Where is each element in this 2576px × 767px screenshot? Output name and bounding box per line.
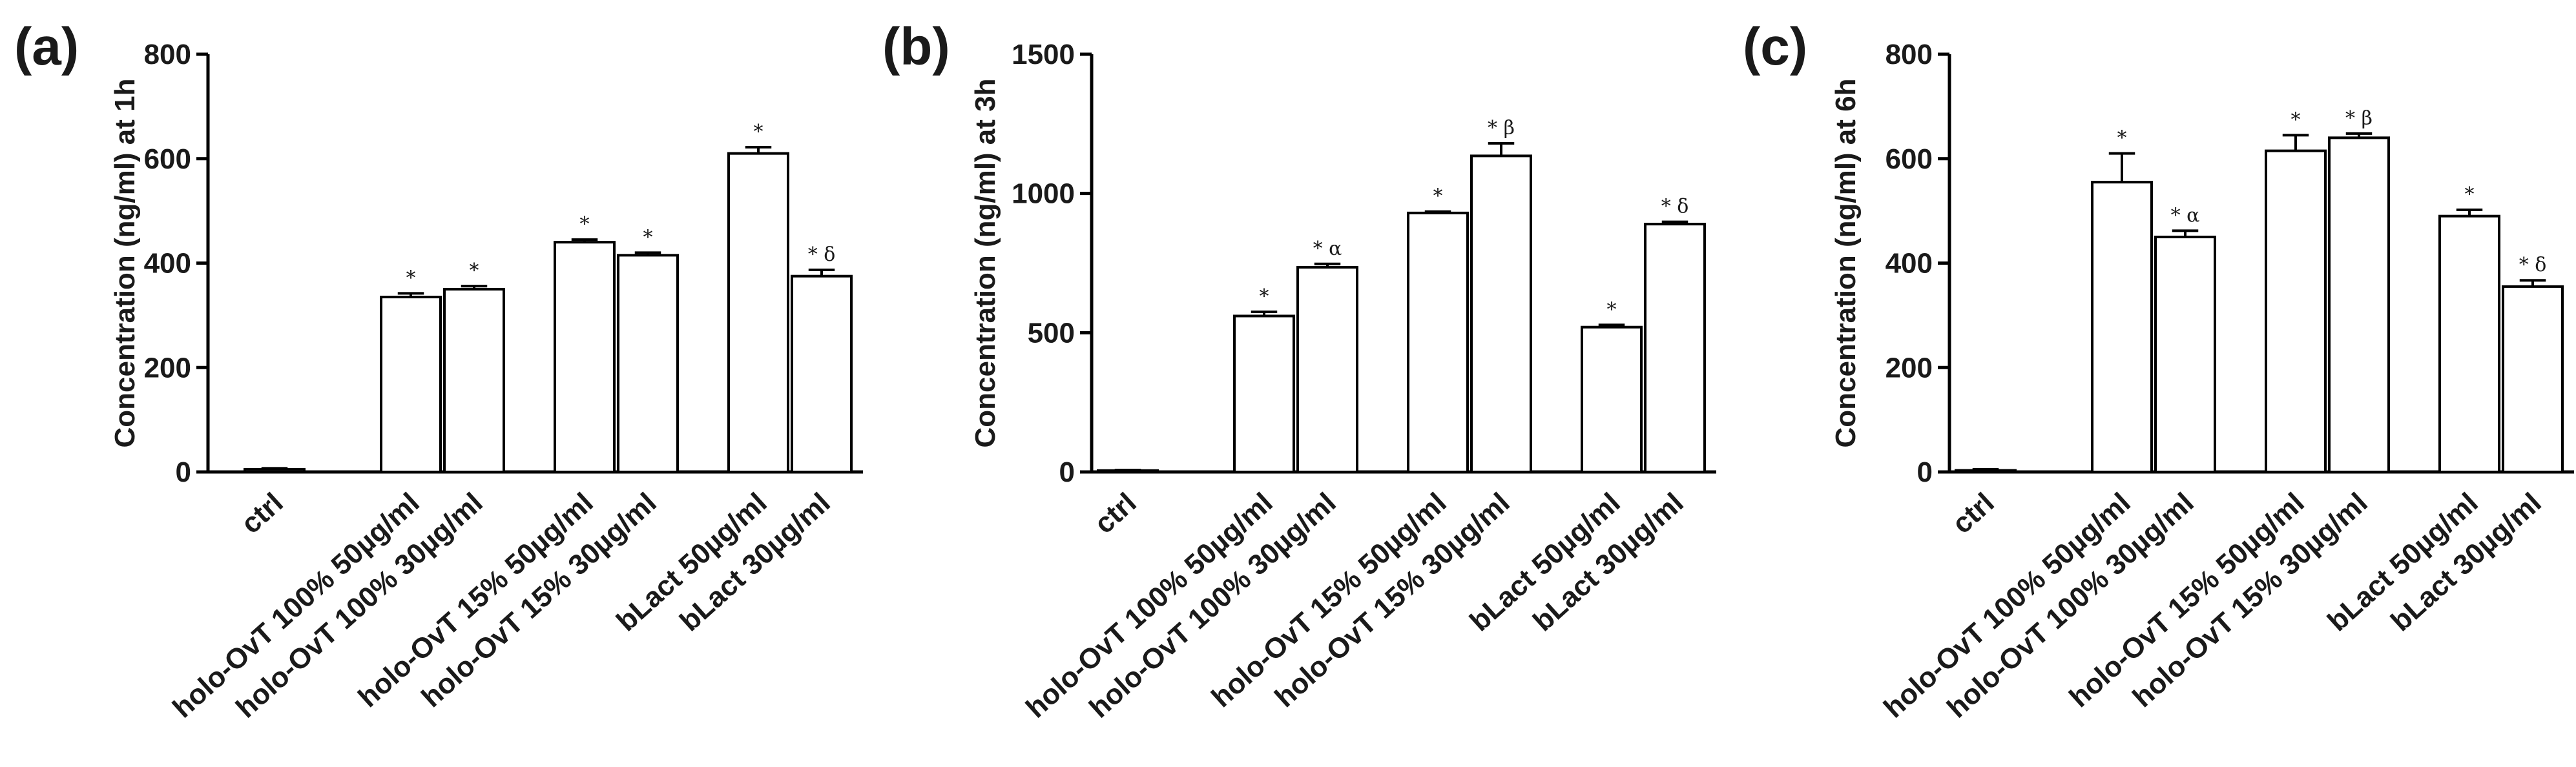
significance-annotation: * xyxy=(1607,298,1617,321)
bar xyxy=(791,274,853,473)
bar xyxy=(1644,223,1706,473)
significance-annotation: * xyxy=(470,260,479,282)
significance-annotation: * δ xyxy=(1661,196,1689,218)
bar xyxy=(1581,325,1643,473)
y-axis-label: Concentration (ng/ml) at 1h xyxy=(109,79,141,448)
significance-annotation: * xyxy=(2291,108,2301,131)
panel-label: (c) xyxy=(1743,17,1807,76)
bar xyxy=(1233,314,1295,473)
bar xyxy=(244,467,306,473)
y-tick-label: 600 xyxy=(1885,143,1933,175)
y-tick-label: 500 xyxy=(1028,317,1075,349)
bar xyxy=(2265,149,2327,473)
significance-annotation: * α xyxy=(1313,238,1342,260)
chart-panel-2: (b) Concentration (ng/ml) at 3h 0 500 1000 15… xyxy=(882,17,1716,724)
significance-annotation: * β xyxy=(1488,117,1515,139)
x-tick-label: ctrl xyxy=(1088,487,1143,540)
y-tick-label: 0 xyxy=(176,456,191,488)
significance-annotation: * xyxy=(643,226,653,249)
significance-annotation: * β xyxy=(2345,107,2373,130)
significance-annotation: * α xyxy=(2171,204,2200,227)
significance-annotation: * xyxy=(2465,183,2475,206)
significance-annotation: * xyxy=(2117,127,2127,150)
bar xyxy=(380,296,442,473)
y-tick-label: 400 xyxy=(144,248,191,280)
y-tick-label: 0 xyxy=(1917,456,1933,488)
y-tick-label: 400 xyxy=(1885,248,1933,280)
x-tick-label: ctrl xyxy=(235,487,289,540)
y-tick-label: 1500 xyxy=(1012,39,1075,70)
bar xyxy=(1296,265,1358,473)
panel-label: (b) xyxy=(882,17,950,76)
y-tick-label: 800 xyxy=(1885,39,1933,70)
y-tick-label: 200 xyxy=(1885,352,1933,384)
y-tick-label: 200 xyxy=(144,352,191,384)
bar xyxy=(2328,136,2390,473)
chart-panel-3: (c) Concentration (ng/ml) at 6h 0 200 400 600… xyxy=(1743,17,2574,724)
significance-annotation: * xyxy=(580,213,590,236)
y-tick-label: 1000 xyxy=(1012,178,1075,210)
bar xyxy=(1407,211,1469,473)
bar xyxy=(2091,181,2153,473)
x-tick-label: ctrl xyxy=(1946,487,2000,540)
bar xyxy=(727,152,789,473)
bar xyxy=(554,241,616,473)
significance-annotation: * δ xyxy=(808,243,836,266)
chart-panel-1: (a) Concentration (ng/ml) at 1h 0 200 400 600… xyxy=(14,17,863,724)
y-axis-label: Concentration (ng/ml) at 6h xyxy=(1830,79,1862,448)
significance-annotation: * xyxy=(1260,285,1269,308)
y-tick-label: 0 xyxy=(1059,456,1075,488)
bar xyxy=(443,287,505,473)
panel-label: (a) xyxy=(14,17,79,76)
y-axis-label: Concentration (ng/ml) at 3h xyxy=(970,79,1001,448)
significance-annotation: * xyxy=(1433,185,1443,208)
significance-annotation: * xyxy=(754,121,763,143)
significance-annotation: * xyxy=(406,267,416,289)
bar xyxy=(2438,214,2500,473)
bar xyxy=(2154,236,2216,473)
bar xyxy=(617,254,679,473)
bar xyxy=(1470,154,1532,473)
significance-annotation: * δ xyxy=(2519,254,2547,276)
bar xyxy=(2502,285,2564,473)
y-tick-label: 600 xyxy=(144,143,191,175)
y-tick-label: 800 xyxy=(144,39,191,70)
